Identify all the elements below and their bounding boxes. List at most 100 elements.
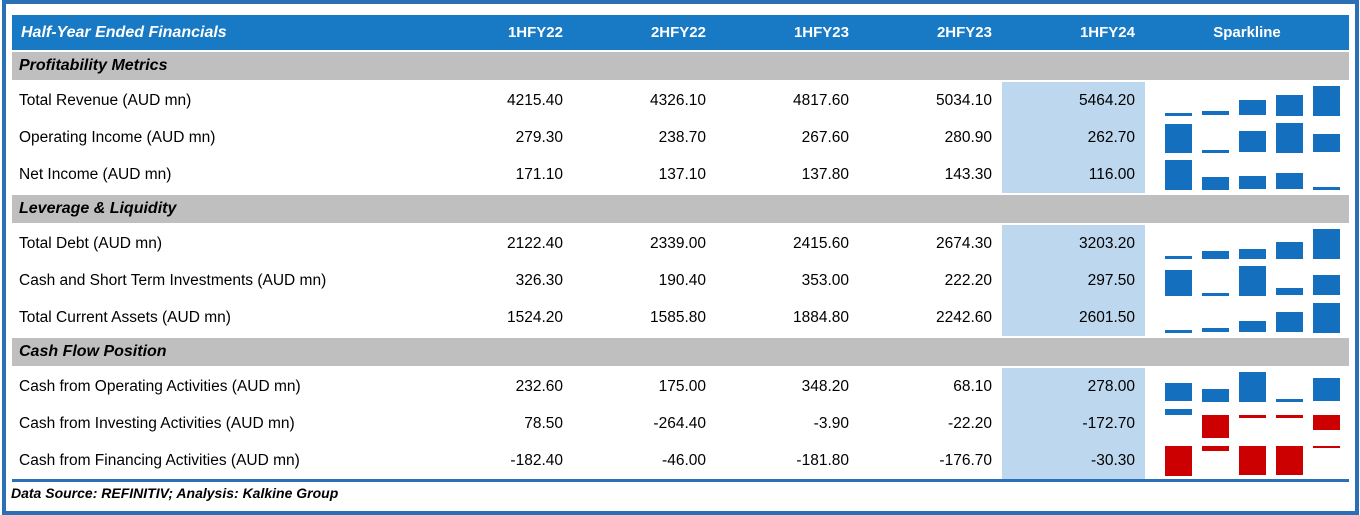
row-label: Cash from Financing Activities (AUD mn) <box>19 451 300 469</box>
sparkline <box>1165 302 1340 333</box>
sparkline-bar <box>1276 242 1303 259</box>
table-bottom-rule <box>12 479 1349 482</box>
sparkline-bar <box>1202 293 1229 296</box>
sparkline <box>1165 122 1340 153</box>
value-cell: 353.00 <box>801 271 849 289</box>
row-label: Cash and Short Term Investments (AUD mn) <box>19 271 327 289</box>
section-label: Leverage & Liquidity <box>19 200 177 217</box>
table-row: Cash and Short Term Investments (AUD mn)… <box>12 262 1349 299</box>
value-cell: 68.10 <box>953 377 992 395</box>
sparkline <box>1165 265 1340 296</box>
column-header-2hfy23: 2HFY23 <box>936 24 992 41</box>
sparkline-bar <box>1276 287 1303 296</box>
table-row: Total Debt (AUD mn) 2122.40 2339.00 2415.60… <box>12 225 1349 262</box>
value-cell-highlight: 5464.20 <box>1002 82 1145 119</box>
value-cell: 4326.10 <box>649 91 706 109</box>
value-cell-highlight: -172.70 <box>1002 405 1145 442</box>
sparkline-bar <box>1313 85 1340 116</box>
value-cell: 1524.20 <box>506 308 563 326</box>
value-cell: 348.20 <box>801 377 849 395</box>
value-cell: 232.60 <box>515 377 563 395</box>
table-row: Cash from Investing Activities (AUD mn) 7… <box>12 405 1349 442</box>
column-header-2hfy22: 2HFY22 <box>650 24 706 41</box>
sparkline-bar <box>1202 176 1229 190</box>
sparkline <box>1165 445 1340 476</box>
sparkline-bar <box>1276 399 1303 402</box>
sparkline-bar <box>1276 122 1303 153</box>
table-row: Net Income (AUD mn) 171.10 137.10 137.80 143… <box>12 156 1349 193</box>
sparkline-bar <box>1239 320 1266 333</box>
value-cell-highlight: 278.00 <box>1002 368 1145 405</box>
sparkline-cell <box>1145 156 1349 193</box>
table-row: Operating Income (AUD mn) 279.30 238.70 267… <box>12 119 1349 156</box>
sparkline-bar <box>1239 415 1266 418</box>
value-cell: -181.80 <box>796 451 849 469</box>
sparkline-bar <box>1165 382 1192 402</box>
value-cell-highlight: 2601.50 <box>1002 299 1145 336</box>
sparkline-bar <box>1165 408 1192 416</box>
table-row: Cash from Financing Activities (AUD mn) -… <box>12 442 1349 479</box>
sparkline-bar <box>1239 265 1266 296</box>
sparkline-bar <box>1313 228 1340 259</box>
value-cell-highlight: 297.50 <box>1002 262 1145 299</box>
sparkline-bar <box>1202 150 1229 153</box>
sparkline <box>1165 85 1340 116</box>
value-cell: 143.30 <box>944 165 992 183</box>
sparkline-bar <box>1313 187 1340 190</box>
table-title: Half-Year Ended Financials <box>21 23 227 41</box>
sparkline-bar <box>1276 95 1303 116</box>
sparkline-bar <box>1239 445 1266 476</box>
sparkline-cell <box>1145 82 1349 119</box>
value-cell: 2415.60 <box>792 234 849 252</box>
sparkline <box>1165 159 1340 190</box>
value-cell: 137.10 <box>658 165 706 183</box>
row-label: Net Income (AUD mn) <box>19 165 172 183</box>
value-cell: 2674.30 <box>935 234 992 252</box>
sparkline-bar <box>1202 415 1229 439</box>
sparkline-bar <box>1276 311 1303 333</box>
sparkline-bar <box>1239 371 1266 402</box>
row-label: Total Revenue (AUD mn) <box>19 91 192 109</box>
value-cell: 326.30 <box>515 271 563 289</box>
sparkline-bar <box>1276 445 1303 475</box>
sparkline-cell <box>1145 119 1349 156</box>
table-header-row: Half-Year Ended Financials 1HFY22 2HFY22… <box>12 15 1349 50</box>
value-cell: 280.90 <box>944 128 992 146</box>
value-cell: 4215.40 <box>506 91 563 109</box>
sparkline-cell <box>1145 405 1349 442</box>
value-cell: 171.10 <box>515 165 563 183</box>
sparkline-cell <box>1145 299 1349 336</box>
sparkline-bar <box>1313 378 1340 402</box>
value-cell: -264.40 <box>653 414 706 432</box>
row-label: Operating Income (AUD mn) <box>19 128 216 146</box>
value-cell-highlight: 116.00 <box>1002 156 1145 193</box>
sparkline-bar <box>1165 159 1192 190</box>
sparkline-bar <box>1202 445 1229 451</box>
section-row: Leverage & Liquidity <box>12 193 1349 225</box>
value-cell: -3.90 <box>813 414 849 432</box>
sparkline-bar <box>1239 131 1266 153</box>
sparkline-bar <box>1239 176 1266 190</box>
sparkline-bar <box>1202 250 1229 259</box>
sparkline-bar <box>1313 415 1340 431</box>
value-cell: 2339.00 <box>649 234 706 252</box>
sparkline-bar <box>1165 256 1192 259</box>
sparkline-bar <box>1276 173 1303 190</box>
value-cell: 279.30 <box>515 128 563 146</box>
value-cell-highlight: 3203.20 <box>1002 225 1145 262</box>
value-cell: 2122.40 <box>506 234 563 252</box>
sparkline-bar <box>1165 123 1192 153</box>
value-cell: 267.60 <box>801 128 849 146</box>
financial-table: Half-Year Ended Financials 1HFY22 2HFY22… <box>12 15 1349 479</box>
value-cell-highlight: -30.30 <box>1002 442 1145 479</box>
sparkline-cell <box>1145 225 1349 262</box>
section-row: Cash Flow Position <box>12 336 1349 368</box>
row-label: Cash from Investing Activities (AUD mn) <box>19 414 295 432</box>
column-header-1hfy23: 1HFY23 <box>793 24 849 41</box>
value-cell: 238.70 <box>658 128 706 146</box>
sparkline-cell <box>1145 442 1349 479</box>
sparkline <box>1165 228 1340 259</box>
sparkline <box>1165 408 1340 439</box>
value-cell: 190.40 <box>658 271 706 289</box>
row-label: Total Debt (AUD mn) <box>19 234 162 252</box>
